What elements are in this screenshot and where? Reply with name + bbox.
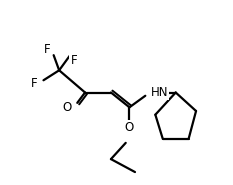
Text: O: O [63, 101, 72, 114]
Text: F: F [71, 54, 77, 67]
Text: F: F [31, 77, 38, 90]
Text: F: F [44, 43, 51, 56]
Text: HN: HN [151, 86, 168, 99]
Text: O: O [125, 121, 134, 134]
